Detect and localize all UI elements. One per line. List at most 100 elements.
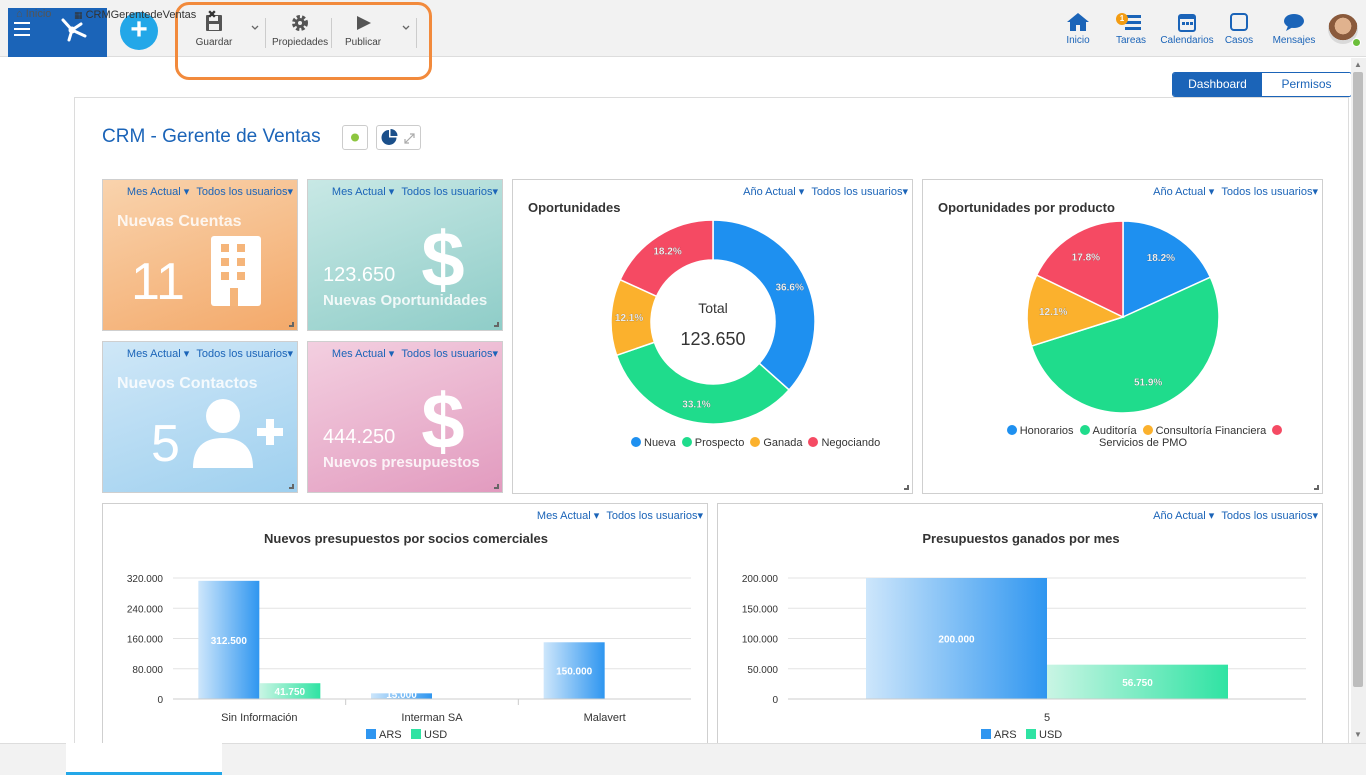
active-tab-background [66,743,222,775]
users-filter[interactable]: Todos los usuarios [401,186,493,198]
chart-title: Oportunidades por producto [938,200,1115,215]
nav-calendars[interactable]: Calendarios [1159,12,1215,46]
period-filter[interactable]: Mes Actual [331,348,386,360]
toolbar-divider [416,18,417,48]
scroll-up-icon[interactable]: ▲ [1354,60,1362,69]
pie-slice[interactable] [619,219,714,298]
legend-label: Servicios de PMO [1098,437,1188,449]
legend-item[interactable]: Negociando [802,437,880,449]
online-status-dot [1352,38,1361,47]
add-button[interactable]: + [120,12,158,50]
bar-value-label: 15.000 [386,690,417,701]
legend-item[interactable]: Honorarios [1001,425,1074,437]
users-filter[interactable]: Todos los usuarios [401,348,493,360]
legend-swatch [631,437,641,447]
legend-label[interactable]: ARS [994,729,1017,741]
period-filter[interactable]: Año Actual [1153,186,1206,198]
chat-icon [1284,14,1304,31]
legend-item[interactable]: Auditoría [1074,425,1137,437]
kpi-card-new-budgets[interactable]: Mes Actual ▾ Todos los usuarios▾ $ 444.2… [307,341,503,493]
resize-handle[interactable] [494,322,499,327]
pie-slice[interactable] [712,219,816,391]
resize-handle[interactable] [289,322,294,327]
legend-item[interactable]: Ganada [744,437,802,449]
resize-handle[interactable] [1314,485,1319,490]
legend-label[interactable]: USD [1039,729,1062,741]
status-button[interactable] [342,125,368,150]
bar[interactable] [543,642,605,699]
users-filter[interactable]: Todos los usuarios [606,510,698,522]
scrollbar-thumb[interactable] [1353,72,1363,687]
legend-label: Consultoría Financiera [1155,425,1267,437]
nav-cases[interactable]: Casos [1223,12,1255,46]
resize-handle[interactable] [904,485,909,490]
y-tick-label: 200.000 [742,574,779,585]
scroll-down-icon[interactable]: ▼ [1354,730,1362,739]
vertical-scrollbar[interactable]: ▲ ▼ [1351,58,1366,743]
bar-value-label: 312.500 [211,636,248,647]
users-filter[interactable]: Todos los usuarios [811,186,903,198]
logo-icon[interactable] [55,14,89,44]
tab-permissions[interactable]: Permisos [1262,73,1351,96]
chart-options-button[interactable] [376,125,421,150]
period-filter[interactable]: Año Actual [1153,510,1206,522]
publish-chevron-down-icon[interactable] [402,24,410,32]
bar[interactable] [371,693,432,699]
bottom-tab-current[interactable]: ▦ CRMGerentedeVentas ✖ [74,9,217,21]
period-filter[interactable]: Año Actual [743,186,796,198]
y-tick-label: 80.000 [132,665,163,676]
save-chevron-down-icon[interactable] [251,24,259,32]
nav-messages[interactable]: Mensajes [1270,12,1318,46]
bar-value-label: 200.000 [938,635,975,646]
properties-button[interactable]: Propiedades [272,14,328,48]
legend-item[interactable]: Nueva [625,437,676,449]
resize-handle[interactable] [494,484,499,489]
y-tick-label: 0 [772,695,778,706]
bottom-tab-home[interactable]: ⌂ Inicio [16,8,52,20]
add-user-icon [193,399,283,468]
period-filter[interactable]: Mes Actual [126,348,181,360]
chart-legend: Honorarios Auditoría Consultoría Financier… [993,425,1293,449]
pie-slice[interactable] [1030,276,1220,414]
opportunities-chart-card: Año Actual ▾ Todos los usuarios▾ Oportun… [512,179,913,494]
save-button[interactable]: Guardar [194,14,234,48]
legend-label[interactable]: ARS [379,729,402,741]
building-icon [211,236,261,306]
menu-icon[interactable] [14,22,30,36]
pie-chart-icon [381,129,415,145]
legend-swatch [411,729,421,739]
users-filter[interactable]: Todos los usuarios [1221,510,1313,522]
bar-value-label: 150.000 [556,667,593,678]
bar[interactable] [866,578,1047,699]
kpi-card-new-opportunities[interactable]: Mes Actual ▾ Todos los usuarios▾ $ 123.6… [307,179,503,331]
bar[interactable] [198,580,260,699]
view-tabs: Dashboard Permisos [1172,72,1352,97]
kpi-card-new-contacts[interactable]: Mes Actual ▾ Todos los usuarios▾ Nuevos … [102,341,298,493]
period-filter[interactable]: Mes Actual [126,186,181,198]
legend-item[interactable]: Servicios de PMO [1099,425,1285,449]
legend-label[interactable]: USD [424,729,447,741]
bar[interactable] [259,683,321,699]
legend-label: Ganada [763,437,803,449]
pie-slice[interactable] [1035,220,1124,319]
resize-handle[interactable] [289,484,294,489]
pie-slice[interactable] [615,341,791,425]
close-icon[interactable]: ✖ [207,9,217,21]
legend-item[interactable]: Consultoría Financiera [1137,425,1267,437]
nav-tasks[interactable]: Tareas [1114,12,1148,46]
bar[interactable] [1047,664,1228,699]
period-filter[interactable]: Mes Actual [536,510,591,522]
dollar-icon: $ [421,220,464,294]
pie-slice[interactable] [1026,274,1126,348]
kpi-card-new-accounts[interactable]: Mes Actual ▾ Todos los usuarios▾ Nuevas … [102,179,298,331]
tab-dashboard[interactable]: Dashboard [1173,73,1262,96]
pie-slice[interactable] [1122,220,1212,319]
period-filter[interactable]: Mes Actual [331,186,386,198]
users-filter[interactable]: Todos los usuarios [196,348,288,360]
publish-button[interactable]: Publicar [345,14,381,48]
users-filter[interactable]: Todos los usuarios [1221,186,1313,198]
play-icon [357,16,371,30]
users-filter[interactable]: Todos los usuarios [196,186,288,198]
nav-home[interactable]: Inicio [1063,12,1093,46]
legend-item[interactable]: Prospecto [676,437,744,449]
